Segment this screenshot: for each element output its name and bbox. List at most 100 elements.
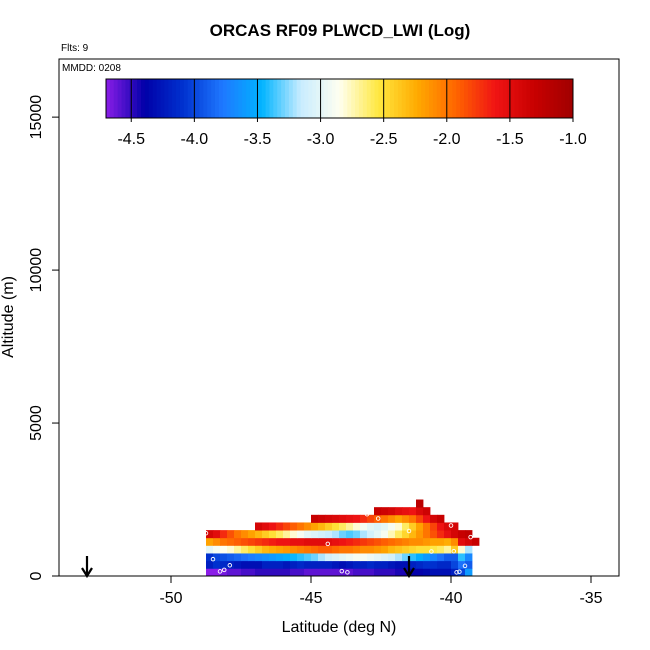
colorbar-swatch <box>183 79 189 118</box>
heatmap-cell <box>304 568 312 577</box>
colorbar-swatch <box>195 79 200 118</box>
heatmap-cell <box>206 553 214 562</box>
heatmap-cell <box>423 522 431 531</box>
heatmap-cell <box>353 560 361 569</box>
colorbar-swatch <box>308 79 313 118</box>
colorbar-swatch <box>207 79 212 118</box>
heatmap-cell <box>318 568 326 577</box>
heatmap-cell <box>290 568 298 577</box>
colorbar-swatch <box>495 79 500 118</box>
heatmap-cell <box>374 560 382 569</box>
heatmap-cell <box>423 553 431 562</box>
colorbar-swatch <box>292 79 298 118</box>
heatmap-cell <box>367 568 375 577</box>
heatmap-cell <box>374 507 382 516</box>
sample-marker <box>210 556 216 562</box>
colorbar-swatch <box>362 79 368 118</box>
heatmap-cell <box>465 530 473 539</box>
heatmap-cell <box>465 568 473 577</box>
heatmap-cell <box>451 522 459 531</box>
heatmap-cell <box>388 568 396 577</box>
heatmap-cell <box>360 537 368 546</box>
colorbar-swatch <box>296 79 302 118</box>
heatmap-cell <box>213 553 221 562</box>
heatmap-cell <box>409 553 417 562</box>
heatmap-cell <box>395 560 403 569</box>
colorbar-swatch <box>179 79 185 118</box>
heatmap-cell <box>339 514 347 523</box>
colorbar-swatch <box>214 79 220 118</box>
heatmap-cell <box>269 522 277 531</box>
sample-marker <box>227 563 233 568</box>
date-annotation: MMDD: 0208 <box>62 63 121 74</box>
colorbar-swatch <box>230 79 235 118</box>
heatmap-cell <box>311 537 319 546</box>
y-tick-label: 0 <box>28 571 45 580</box>
heatmap-cell <box>248 545 256 554</box>
heatmap-cell <box>374 530 382 539</box>
heatmap-cell <box>311 530 319 539</box>
colorbar-swatch <box>238 79 243 118</box>
colorbar-swatch <box>518 79 523 118</box>
heatmap-cell <box>297 537 305 546</box>
colorbar-swatch <box>152 79 158 118</box>
heatmap-cell <box>374 522 382 531</box>
heatmap-cell <box>381 530 389 539</box>
colorbar-swatch <box>211 79 216 118</box>
colorbar-swatch <box>172 79 177 118</box>
colorbar-swatch <box>273 79 278 118</box>
heatmap-cell <box>346 530 354 539</box>
colorbar-swatch <box>347 79 352 118</box>
colorbar-swatch <box>557 79 562 118</box>
sample-marker <box>462 563 468 569</box>
heatmap-cell <box>472 537 480 546</box>
heatmap-cell <box>318 514 326 523</box>
colorbar-swatch <box>386 79 391 118</box>
heatmap-cell <box>241 537 249 546</box>
colorbar-swatch <box>460 79 465 118</box>
chart-title: ORCAS RF09 PLWCD_LWI (Log) <box>210 21 471 40</box>
colorbar-swatch <box>429 79 434 118</box>
colorbar-swatch <box>355 79 360 118</box>
heatmap-cell <box>444 537 452 546</box>
colorbar-swatch <box>471 79 477 118</box>
colorbar-swatch <box>452 79 457 118</box>
heatmap-cell <box>325 545 333 554</box>
heatmap-cell <box>458 537 466 546</box>
heatmap-cell <box>458 545 466 554</box>
heatmap-cell <box>381 568 389 577</box>
colorbar-swatch <box>253 79 259 118</box>
heatmap-cell <box>437 560 445 569</box>
heatmap-cell <box>458 560 466 569</box>
heatmap-cell <box>416 568 424 577</box>
colorbar-swatch <box>378 79 383 118</box>
heatmap-cell <box>465 553 473 562</box>
colorbar-swatch <box>281 79 286 118</box>
colorbar-tick-label: -1.5 <box>496 131 524 148</box>
heatmap-cell <box>318 545 326 554</box>
heatmap-cell <box>290 522 298 531</box>
heatmap-cell <box>304 545 312 554</box>
colorbar-swatch <box>502 79 508 118</box>
colorbar-swatch <box>467 79 473 118</box>
heatmap-cell <box>444 568 452 577</box>
heatmap-cell <box>465 537 473 546</box>
heatmap-cell <box>416 499 424 508</box>
heatmap-cell <box>227 560 235 569</box>
heatmap-cell <box>234 530 242 539</box>
heatmap-cell <box>458 553 466 562</box>
colorbar-swatch <box>487 79 492 118</box>
heatmap-cell <box>297 568 305 577</box>
heatmap-cell <box>409 560 417 569</box>
sample-marker <box>345 570 350 575</box>
sample-marker <box>468 534 473 540</box>
heatmap-cell <box>206 537 214 546</box>
heatmap-cell <box>283 568 291 577</box>
colorbar-swatch <box>390 79 395 118</box>
colorbar-swatch <box>320 79 325 118</box>
heatmap-cell <box>430 560 438 569</box>
heatmap-cell <box>234 545 242 554</box>
heatmap-cell <box>430 522 438 531</box>
colorbar-swatch <box>304 79 309 118</box>
colorbar-swatch <box>106 79 111 118</box>
